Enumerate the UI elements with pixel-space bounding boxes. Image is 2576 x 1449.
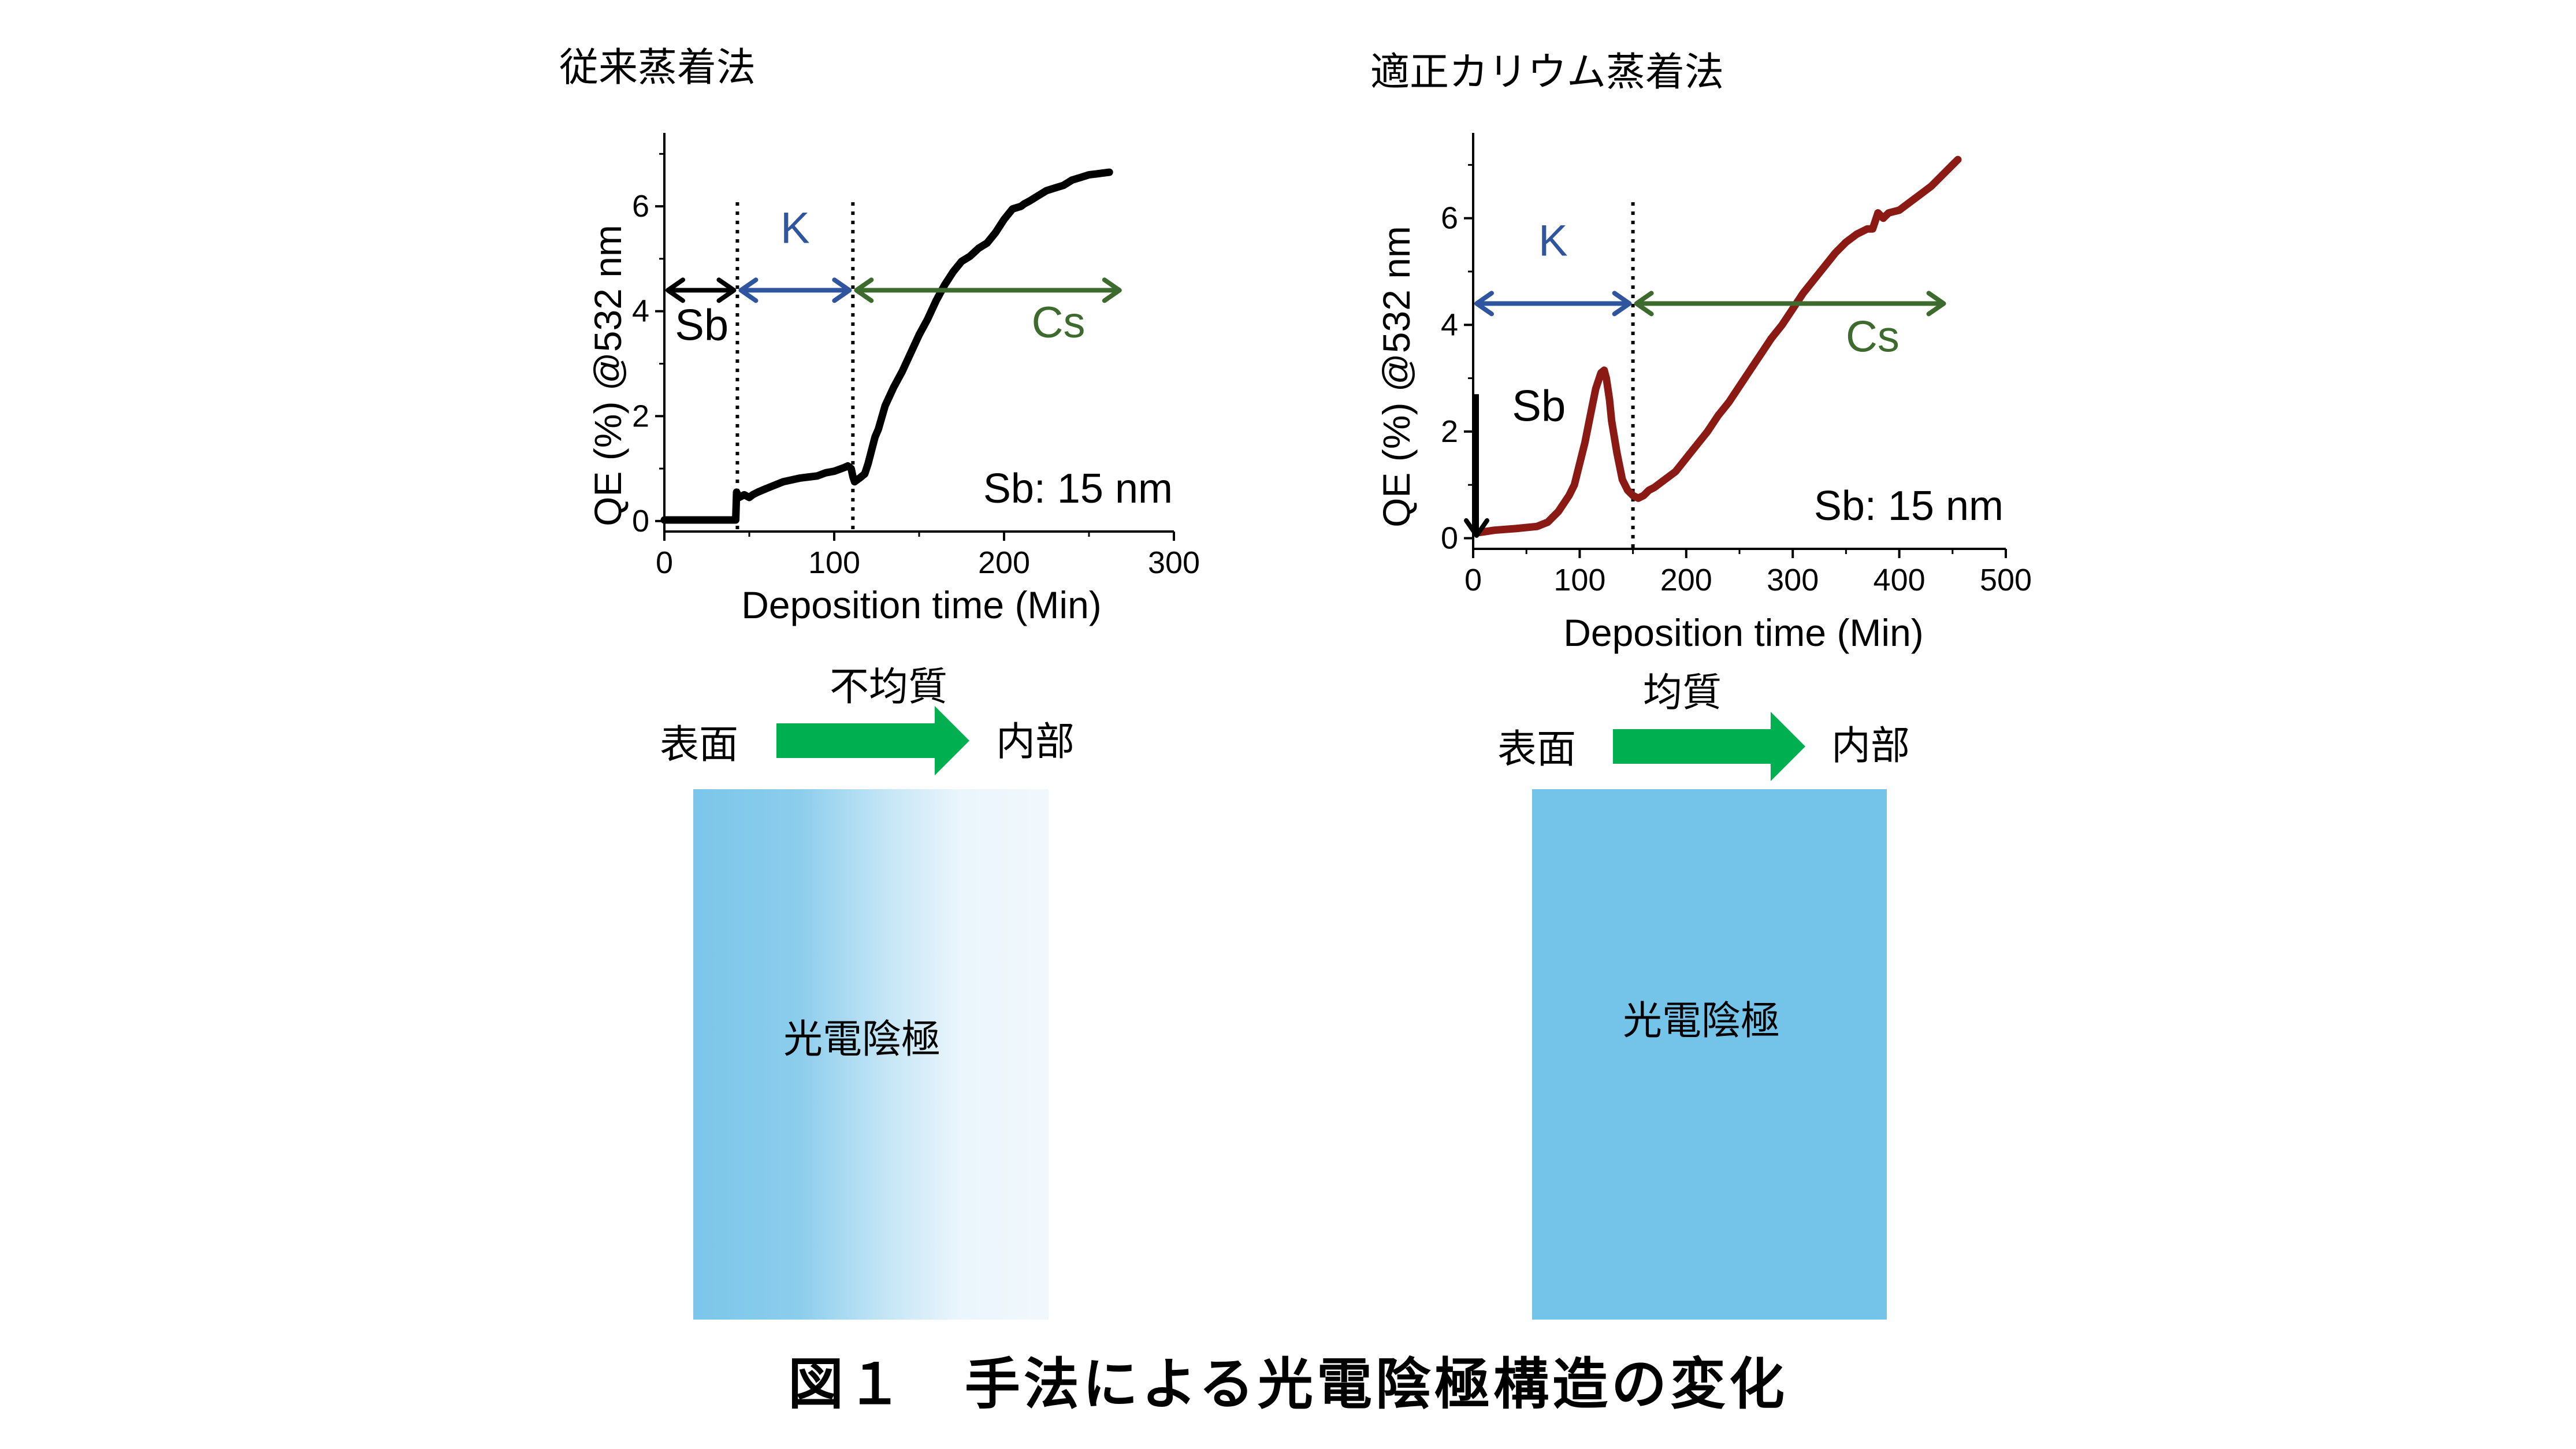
x-tick-label: 200 [978,545,1030,580]
figure-caption: 図１ 手法による光電陰極構造の変化 [787,1352,1789,1417]
qe-series-line [660,168,1113,524]
surface-label: 表面 [660,722,738,768]
interior-label: 内部 [996,719,1075,765]
y-tick-label: 0 [632,504,649,538]
phase-label: K [1538,216,1568,265]
x-tick-label: 0 [656,545,673,580]
phase-label: Sb [1512,381,1566,430]
y-tick-label: 2 [632,399,649,433]
phase-arrow-head-right [1612,291,1632,317]
y-tick-label: 4 [1441,307,1458,342]
phase-arrow-head-left [1634,291,1654,317]
x-tick-label: 0 [1464,563,1482,597]
direction-label: 不均質 [830,664,947,710]
phase-arrow-head-right [716,277,737,303]
cathode-structure-nonuniform: 不均質 表面 内部 光電陰極 [660,664,1075,1320]
chart-panel-optimized-potassium: 適正カリウム蒸着法 0 100 200 300 400 500 0 2 4 6 K Cs Sb QE (… [1370,50,2032,654]
phase-arrow-head-left [738,277,759,303]
y-tick-label: 2 [1441,414,1458,449]
line-chart: 0 100 200 300 0 2 4 6 Sb K Cs [632,133,1200,580]
cathode-structure-uniform: 均質 表面 内部 光電陰極 [1497,670,1910,1320]
x-tick-label: 500 [1980,563,2032,597]
sb-arrow-head [1464,518,1489,538]
chart-panel-conventional: 従来蒸着法 0 100 200 300 0 2 4 6 Sb K Cs QE (%) @532 nm… [559,45,1200,626]
x-tick-label: 200 [1660,563,1712,597]
y-tick-label: 6 [632,189,649,224]
y-axis-label: QE (%) @532 nm [1375,226,1418,527]
phase-label: Sb [675,301,728,350]
phase-arrow-head-right [1102,277,1122,303]
y-tick-label: 4 [632,294,649,329]
direction-arrow [1613,712,1805,781]
phase-arrow-head-left [854,277,874,303]
sample-annotation: Sb: 15 nm [1814,483,2003,529]
x-tick-label: 100 [808,545,860,580]
phase-label: K [780,204,810,253]
direction-label: 均質 [1643,670,1722,716]
phase-arrow-head-right [832,277,852,303]
phase-label: Cs [1846,312,1900,361]
x-axis-label: Deposition time (Min) [1563,611,1924,654]
panel-title: 従来蒸着法 [559,45,756,91]
direction-arrow [776,706,969,775]
panel-title: 適正カリウム蒸着法 [1370,50,1724,95]
surface-label: 表面 [1497,727,1576,772]
x-tick-label: 400 [1874,563,1926,597]
x-tick-label: 300 [1148,545,1200,580]
sample-annotation: Sb: 15 nm [983,466,1173,512]
y-tick-label: 6 [1441,201,1458,236]
photocathode-block [1532,789,1887,1320]
photocathode-block [693,789,1049,1320]
qe-series-line [1473,155,1962,537]
x-axis-label: Deposition time (Min) [741,584,1102,626]
x-tick-label: 300 [1767,563,1819,597]
phase-arrow-head-left [666,277,685,303]
photocathode-label: 光電陰極 [1623,998,1780,1044]
y-axis-label: QE (%) @532 nm [586,225,629,526]
phase-label: Cs [1032,298,1086,347]
phase-arrow-head-right [1926,291,1946,317]
phase-arrow-head-left [1474,291,1494,317]
y-tick-label: 0 [1441,521,1458,556]
x-tick-label: 100 [1553,563,1605,597]
photocathode-label: 光電陰極 [783,1017,941,1062]
line-chart: 0 100 200 300 400 500 0 2 4 6 K Cs Sb [1441,133,2032,597]
interior-label: 内部 [1831,723,1910,769]
